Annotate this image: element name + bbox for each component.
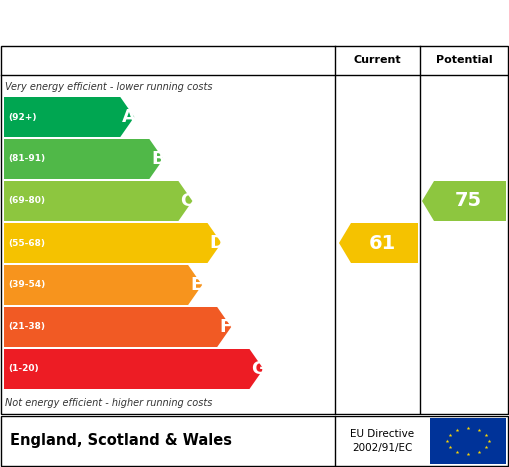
- Text: England, Scotland & Wales: England, Scotland & Wales: [10, 433, 232, 448]
- Text: (39-54): (39-54): [8, 281, 45, 290]
- Text: 61: 61: [369, 234, 396, 253]
- Text: E: E: [190, 276, 203, 294]
- Polygon shape: [4, 97, 134, 137]
- Text: 75: 75: [455, 191, 482, 211]
- Text: (69-80): (69-80): [8, 197, 45, 205]
- Text: A: A: [122, 108, 136, 126]
- Polygon shape: [4, 265, 202, 305]
- Text: (55-68): (55-68): [8, 239, 45, 248]
- Bar: [430, 418, 506, 464]
- Text: C: C: [180, 192, 193, 210]
- Text: Potential: Potential: [436, 55, 492, 65]
- Text: Not energy efficient - higher running costs: Not energy efficient - higher running co…: [5, 398, 212, 408]
- Text: Energy Efficiency Rating: Energy Efficiency Rating: [15, 13, 303, 33]
- Text: Very energy efficient - lower running costs: Very energy efficient - lower running co…: [5, 82, 212, 92]
- Text: G: G: [251, 360, 266, 378]
- Polygon shape: [4, 307, 231, 347]
- Text: (81-91): (81-91): [8, 155, 45, 163]
- Text: (1-20): (1-20): [8, 365, 39, 374]
- Polygon shape: [4, 181, 192, 221]
- Text: EU Directive
2002/91/EC: EU Directive 2002/91/EC: [350, 429, 414, 453]
- Text: Current: Current: [354, 55, 401, 65]
- Text: F: F: [219, 318, 232, 336]
- Polygon shape: [339, 223, 418, 263]
- Polygon shape: [4, 139, 163, 179]
- Text: B: B: [151, 150, 165, 168]
- Polygon shape: [422, 181, 506, 221]
- Polygon shape: [4, 223, 221, 263]
- Text: (92+): (92+): [8, 113, 37, 121]
- Polygon shape: [4, 349, 264, 389]
- Text: (21-38): (21-38): [8, 323, 45, 332]
- Text: D: D: [210, 234, 224, 252]
